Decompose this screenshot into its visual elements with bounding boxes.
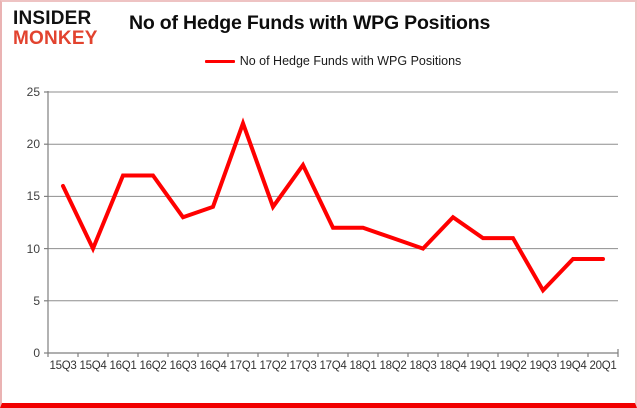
x-axis-tick-label: 16Q1 xyxy=(109,360,137,372)
x-axis-tick-label: 15Q4 xyxy=(79,360,107,372)
x-axis-tick-label: 19Q4 xyxy=(559,360,587,372)
y-axis-tick-label: 5 xyxy=(33,293,40,308)
x-axis-tick-label: 17Q2 xyxy=(259,360,287,372)
x-axis-tick-label: 19Q1 xyxy=(469,360,497,372)
y-axis-tick-label: 0 xyxy=(33,346,40,360)
legend-label: No of Hedge Funds with WPG Positions xyxy=(239,54,462,68)
logo-text-insider: INSIDER xyxy=(13,7,92,30)
x-axis-tick-label: 20Q1 xyxy=(589,360,617,372)
x-axis-tick-label: 19Q3 xyxy=(529,360,557,372)
y-axis-tick-label: 25 xyxy=(26,85,40,99)
x-axis-tick-label: 18Q3 xyxy=(409,360,437,372)
x-axis-tick-label: 15Q3 xyxy=(49,360,77,372)
x-axis-tick-label: 18Q4 xyxy=(439,360,467,372)
y-axis-tick-label: 10 xyxy=(26,241,40,256)
insider-monkey-logo: INSIDER MONKEY xyxy=(13,7,98,49)
x-axis-tick-label: 17Q3 xyxy=(289,360,317,372)
y-axis-tick-label: 20 xyxy=(26,137,40,152)
legend-line-swatch xyxy=(204,59,235,63)
series-line xyxy=(61,117,605,294)
x-axis-tick-label: 16Q3 xyxy=(169,360,197,372)
x-axis-tick-label: 18Q2 xyxy=(379,360,407,372)
x-axis-tick-label: 16Q4 xyxy=(199,360,227,372)
x-axis-tick-label: 16Q2 xyxy=(139,360,167,372)
chart-title: No of Hedge Funds with WPG Positions xyxy=(129,12,491,34)
x-axis-tick-label: 17Q4 xyxy=(319,360,347,372)
x-axis-tick-label: 17Q1 xyxy=(229,360,257,372)
x-axis-tick-label: 18Q1 xyxy=(349,360,377,372)
y-axis-tick-label: 15 xyxy=(26,189,40,204)
x-axis-tick-label: 19Q2 xyxy=(499,360,527,372)
legend: No of Hedge Funds with WPG Positions xyxy=(48,54,618,68)
logo-text-monkey: MONKEY xyxy=(13,28,98,49)
